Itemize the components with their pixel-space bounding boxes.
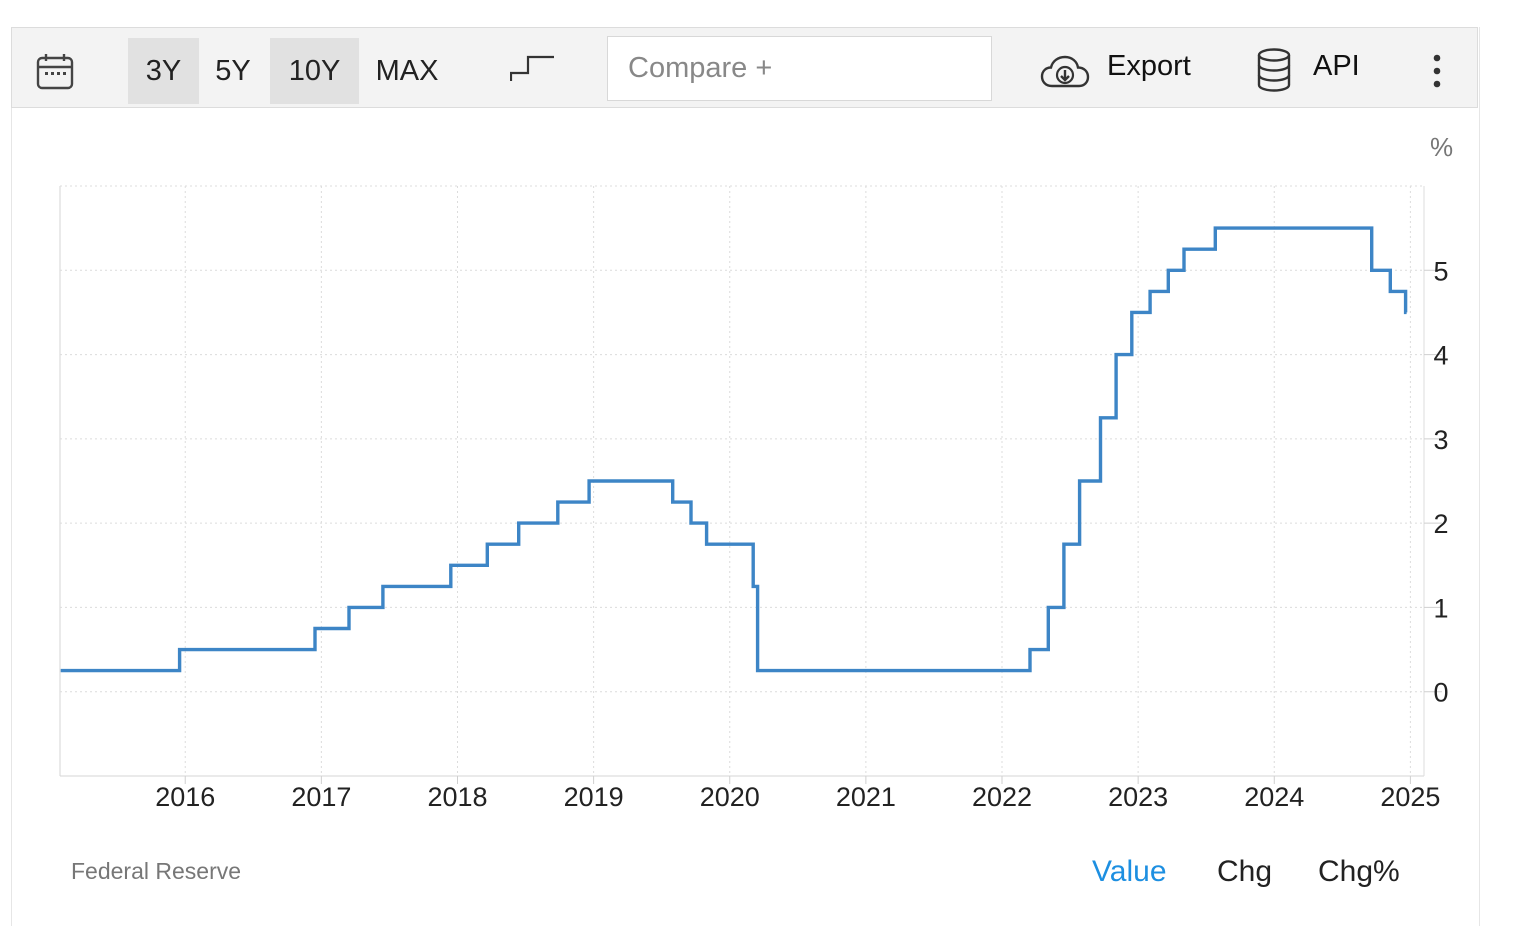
y-tick-label: 5 <box>1433 256 1448 286</box>
x-tick-label: 2021 <box>836 782 896 812</box>
y-axis-unit-label: % <box>1430 132 1454 162</box>
x-tick-label: 2025 <box>1380 782 1440 812</box>
range-3y-button[interactable]: 3Y <box>128 38 199 104</box>
x-tick-label: 2022 <box>972 782 1032 812</box>
export-button[interactable]: Export <box>1107 50 1191 82</box>
data-source-label: Federal Reserve <box>71 858 242 884</box>
chart-widget-frame <box>11 27 1480 926</box>
x-tick-label: 2019 <box>564 782 624 812</box>
mode-chg-percent-tab[interactable]: Chg% <box>1318 855 1400 888</box>
mode-value-tab[interactable]: Value <box>1092 855 1167 888</box>
y-tick-label: 4 <box>1433 341 1448 371</box>
y-tick-label: 3 <box>1433 425 1448 455</box>
calendar-icon[interactable] <box>36 52 74 90</box>
database-icon[interactable] <box>1257 48 1291 92</box>
chart-toolbar: 3Y 5Y 10Y MAX Compare + Export API <box>11 27 1478 108</box>
y-tick-label: 2 <box>1433 509 1448 539</box>
step-line-icon[interactable] <box>510 54 556 84</box>
x-tick-label: 2020 <box>700 782 760 812</box>
compare-input[interactable]: Compare + <box>607 36 992 101</box>
vertical-dots-icon[interactable] <box>1430 54 1444 88</box>
range-10y-button[interactable]: 10Y <box>270 38 359 104</box>
range-5y-button[interactable]: 5Y <box>215 55 251 87</box>
mode-chg-tab[interactable]: Chg <box>1217 855 1273 888</box>
x-tick-label: 2024 <box>1244 782 1304 812</box>
x-tick-label: 2017 <box>291 782 351 812</box>
cloud-download-icon[interactable] <box>1040 55 1090 89</box>
x-tick-label: 2018 <box>427 782 487 812</box>
rate-series-line <box>60 226 1408 673</box>
y-tick-label: 0 <box>1433 678 1448 708</box>
y-tick-label: 1 <box>1433 593 1448 623</box>
x-tick-label: 2016 <box>155 782 215 812</box>
range-max-button[interactable]: MAX <box>375 55 439 87</box>
api-button[interactable]: API <box>1313 50 1360 82</box>
x-tick-label: 2023 <box>1108 782 1168 812</box>
